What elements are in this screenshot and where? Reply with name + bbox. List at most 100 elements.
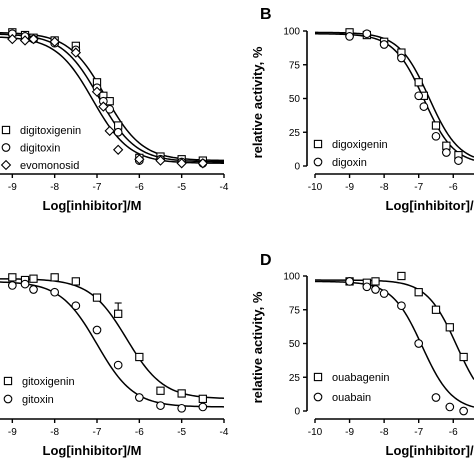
x-tick-label: -5 — [177, 427, 186, 438]
data-point-ouabagenin — [445, 323, 454, 332]
x-tick-label: -9 — [8, 427, 17, 438]
x-tick-label: -7 — [414, 182, 423, 193]
x-tick-label: -10 — [308, 427, 323, 438]
legend-label-evomonosid: evomonosid — [20, 160, 79, 172]
fit-curve-digitoxigenin — [0, 32, 225, 162]
x-tick-label: -8 — [50, 427, 59, 438]
data-point-gitoxin — [198, 402, 208, 412]
x-tick-label: -6 — [449, 427, 458, 438]
chart-panel-1: -10-9-8-7-6-5-4Log[inhibitor]/Mdigitoxig… — [0, 28, 229, 213]
legend-marker-evomonosid — [0, 159, 12, 171]
data-point-evomonosid — [7, 33, 18, 45]
x-tick-label: -7 — [414, 427, 423, 438]
data-point-gitoxigenin — [92, 293, 102, 302]
data-point-gitoxigenin — [156, 386, 165, 395]
legend-label-digoxin: digoxin — [332, 157, 367, 169]
fit-curve-ouabain — [314, 280, 474, 408]
y-tick-label: 50 — [289, 94, 301, 105]
data-point-ouabain — [345, 277, 354, 286]
data-point-gitoxin — [134, 393, 144, 402]
data-point-digoxin — [454, 156, 463, 165]
data-point-digitoxin — [105, 104, 115, 114]
data-point-digoxin — [362, 29, 372, 39]
data-point-gitoxigenin — [198, 394, 207, 403]
y-tick-label: 25 — [289, 128, 301, 139]
data-point-ouabain — [379, 289, 389, 298]
data-point-gitoxigenin — [50, 273, 59, 282]
data-point-gitoxin — [29, 285, 38, 294]
x-tick-label: -6 — [449, 182, 458, 193]
legend-label-ouabain: ouabain — [332, 392, 371, 404]
data-point-gitoxigenin — [8, 273, 17, 282]
y-tick-label: 0 — [294, 162, 300, 173]
data-point-evomonosid — [70, 47, 82, 58]
data-point-gitoxigenin — [71, 277, 80, 286]
data-point-evomonosid — [112, 144, 124, 155]
data-point-digoxin — [441, 148, 451, 157]
x-tick-label: -9 — [8, 182, 17, 193]
x-tick-label: -9 — [345, 182, 354, 193]
x-tick-label: -5 — [177, 182, 186, 193]
data-point-gitoxin — [7, 281, 17, 290]
panel-label: B — [260, 6, 272, 23]
fit-curve-digoxigenin — [315, 31, 474, 158]
y-axis-title: relative activity, % — [250, 46, 265, 158]
y-tick-label: 75 — [289, 60, 301, 71]
x-tick-label: -4 — [220, 427, 229, 438]
chart-panel-4: -10 -9 -8 -7 -6 Log[inhibitor]/M 0 25 50 75 100 rel… — [250, 252, 474, 458]
x-axis-title: Log[inhibitor]/M — [386, 443, 474, 458]
legend-label-digitoxigenin: digitoxigenin — [20, 125, 81, 137]
y-axis-title: relative activity, % — [250, 291, 265, 403]
legend-label-gitoxin: gitoxin — [22, 394, 54, 406]
data-point-ouabain — [431, 393, 441, 402]
y-tick-label: 100 — [283, 27, 300, 38]
data-point-gitoxigenin — [114, 309, 123, 318]
legend-marker-digoxin — [313, 157, 323, 167]
legend-marker-digoxigenin — [313, 139, 323, 149]
data-point-evomonosid — [91, 86, 103, 97]
data-point-ouabagenin — [397, 271, 406, 281]
y-tick-label: 50 — [289, 339, 301, 350]
data-point-digoxin — [419, 102, 429, 111]
data-point-digitoxin — [113, 127, 123, 137]
data-point-evomonosid — [197, 158, 209, 169]
x-tick-label: -6 — [135, 182, 144, 193]
x-tick-label: -7 — [93, 182, 102, 193]
data-point-gitoxin — [71, 301, 81, 311]
data-point-ouabagenin — [459, 352, 468, 362]
x-axis-title: Log[inhibitor]/M — [43, 198, 142, 213]
x-tick-label: -10 — [308, 182, 323, 193]
chart-panel-2: -10 -9 -8 -7 -6 Log[inhibitor]/M 0 25 50 75 100 rel… — [250, 6, 474, 213]
y-tick-label: 75 — [289, 305, 301, 316]
data-point-evomonosid — [49, 36, 60, 47]
data-point-gitoxin — [92, 325, 102, 335]
x-tick-label: -8 — [50, 182, 59, 193]
legend-marker-ouabain — [313, 392, 323, 402]
data-point-gitoxigenin — [135, 352, 144, 362]
data-point-gitoxin — [50, 287, 60, 297]
data-point-evomonosid — [98, 101, 109, 112]
data-point-digoxigenin — [414, 78, 423, 87]
y-tick-label: 25 — [289, 373, 301, 384]
data-point-ouabain — [414, 339, 424, 348]
x-axis-title: Log[inhibitor]/M — [386, 198, 474, 213]
data-point-evomonosid — [155, 155, 166, 166]
x-tick-label: -4 — [220, 182, 229, 193]
x-axis-title: Log[inhibitor]/M — [43, 443, 142, 458]
legend-marker-digitoxin — [1, 143, 11, 152]
data-point-ouabain — [459, 406, 468, 416]
data-point-digoxin — [345, 32, 354, 41]
legend-marker-digitoxigenin — [1, 125, 11, 135]
data-point-gitoxin — [177, 403, 187, 413]
data-point-ouabain — [445, 402, 455, 412]
x-tick-label: -7 — [93, 427, 102, 438]
data-point-evomonosid — [176, 158, 187, 169]
x-tick-label: -9 — [345, 427, 354, 438]
data-point-ouabain — [397, 301, 406, 311]
data-point-digoxin — [397, 53, 406, 63]
legend-label-digoxigenin: digoxigenin — [332, 139, 388, 151]
data-point-evomonosid — [19, 35, 31, 46]
data-point-ouabain — [362, 282, 372, 292]
data-point-digoxin — [414, 91, 424, 101]
